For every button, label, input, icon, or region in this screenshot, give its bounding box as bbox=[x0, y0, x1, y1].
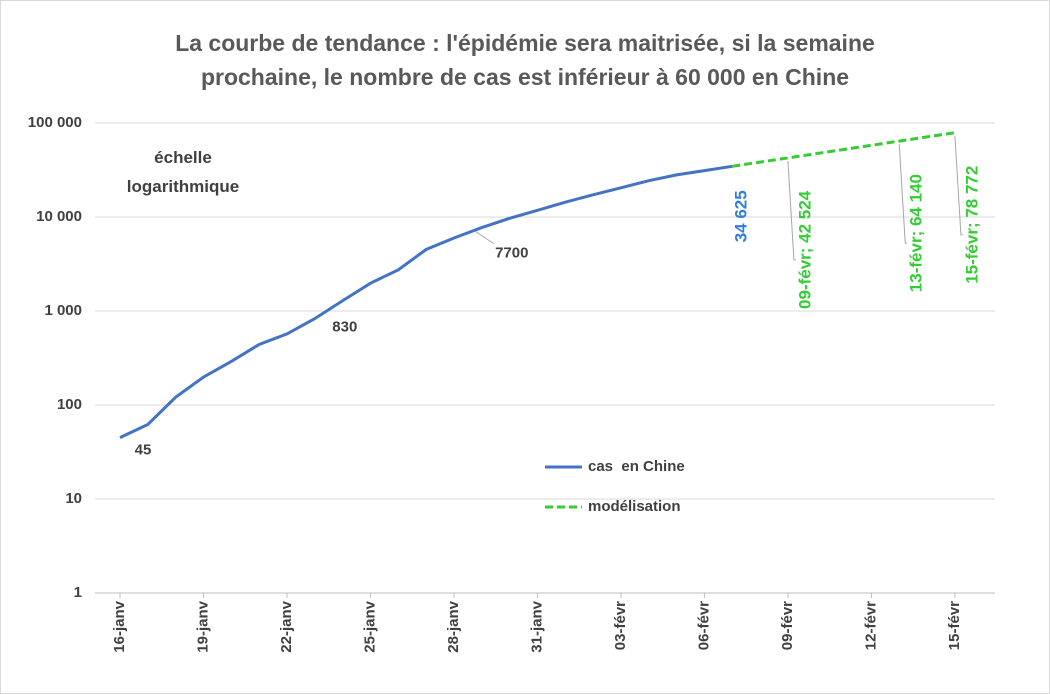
x-tick-label: 28-janv bbox=[445, 600, 462, 652]
x-tick-label: 31-janv bbox=[528, 600, 545, 652]
y-tick-label: 10 bbox=[65, 490, 82, 507]
y-tick-label: 1 bbox=[74, 584, 82, 601]
y-tick-label: 1 000 bbox=[44, 302, 82, 319]
annotation: échelle logarithmique bbox=[126, 148, 240, 196]
data-label: 45 bbox=[135, 442, 152, 459]
x-tick-label: 15-févr bbox=[946, 601, 963, 650]
line-series bbox=[732, 131, 956, 168]
x-tick-label: 16-janv bbox=[111, 600, 128, 652]
x-tick-label: 12-févr bbox=[862, 601, 879, 650]
data-label: 830 bbox=[332, 319, 357, 336]
y-tick-label: 10 000 bbox=[36, 208, 82, 225]
x-tick-label: 03-févr bbox=[612, 601, 629, 650]
data-label: 09-févr; 42 524 bbox=[795, 190, 814, 309]
leader-line bbox=[475, 231, 495, 245]
x-tick-label: 06-févr bbox=[695, 601, 712, 650]
legend-label: cas en Chine bbox=[588, 458, 685, 475]
leader-line bbox=[787, 160, 796, 261]
y-tick-label: 100 bbox=[57, 396, 82, 413]
y-tick-label: 100 000 bbox=[28, 114, 82, 131]
data-label: 15-févr; 78 772 bbox=[962, 166, 981, 284]
x-tick-label: 25-janv bbox=[361, 600, 378, 652]
data-label: 13-févr; 64 140 bbox=[907, 174, 926, 292]
leader-line bbox=[898, 144, 908, 244]
line-series bbox=[119, 164, 733, 439]
chart-title: La courbe de tendance : l'épidémie sera … bbox=[175, 30, 875, 90]
x-tick-label: 09-févr bbox=[779, 601, 796, 650]
data-label: 7700 bbox=[495, 245, 528, 262]
leader-line bbox=[954, 135, 963, 236]
data-label: 34 625 bbox=[732, 190, 751, 242]
x-tick-label: 19-janv bbox=[194, 600, 211, 652]
x-tick-label: 22-janv bbox=[278, 600, 295, 652]
legend-label: modélisation bbox=[588, 498, 681, 515]
